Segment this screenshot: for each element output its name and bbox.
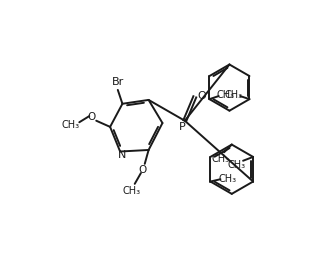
Text: O: O	[138, 165, 147, 175]
Text: CH₃: CH₃	[227, 160, 245, 170]
Text: O: O	[87, 112, 96, 122]
Text: P: P	[179, 122, 186, 132]
Text: CH₃: CH₃	[212, 154, 230, 164]
Text: CH₃: CH₃	[217, 90, 235, 100]
Text: N: N	[118, 150, 127, 159]
Text: CH₃: CH₃	[62, 120, 80, 129]
Text: CH₃: CH₃	[123, 186, 141, 196]
Text: CH₃: CH₃	[218, 174, 236, 184]
Text: O: O	[197, 91, 206, 101]
Text: CH₃: CH₃	[224, 90, 242, 100]
Text: Br: Br	[112, 77, 124, 87]
